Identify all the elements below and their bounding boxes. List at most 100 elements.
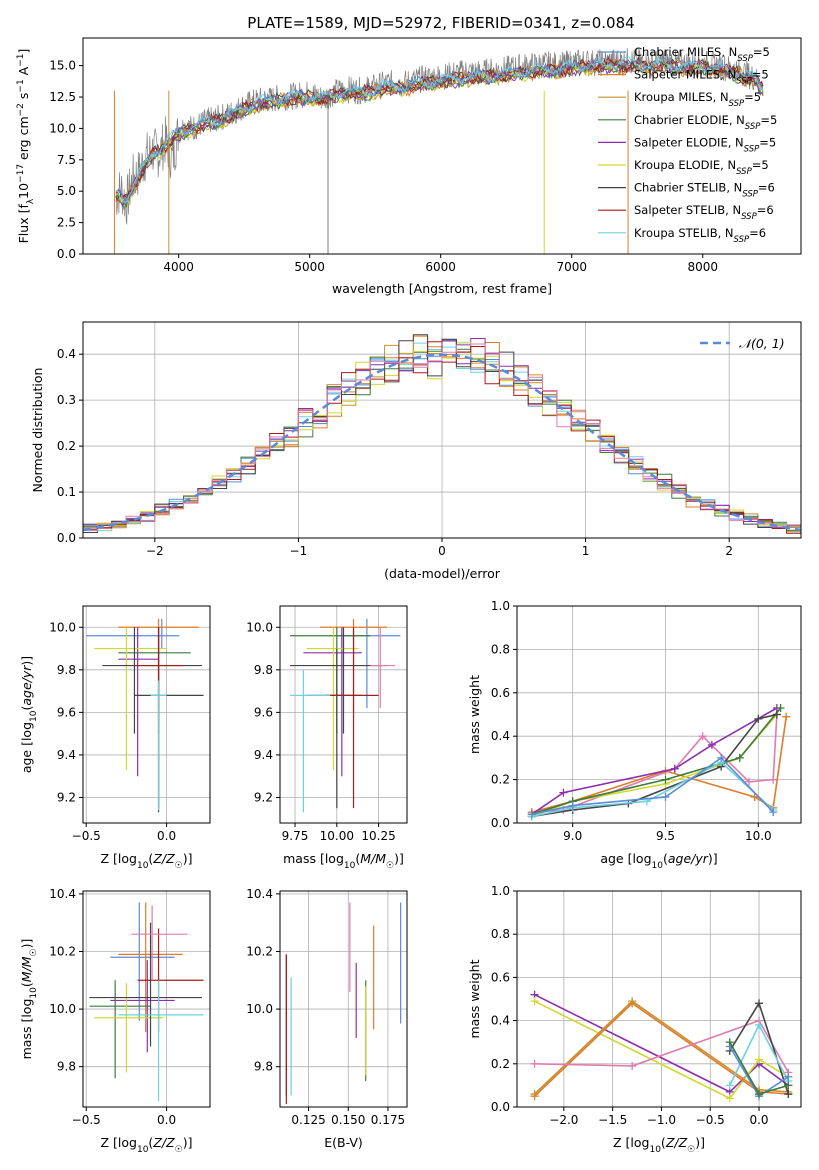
residual-histogram <box>83 343 801 532</box>
chart-mass-weight-vs-Z: −2.0 −1.5 −1.0 −0.5 0.0 0.0 0.2 0.4 0.6 0.8 1.0 Z [… <box>467 884 802 1155</box>
series-marker <box>628 1061 637 1070</box>
y-tick-label: 0.6 <box>491 686 510 700</box>
legend-entry: Kroupa ELODIE, NSSP=5 <box>598 158 769 177</box>
data-point <box>306 627 359 770</box>
series-marker <box>527 810 536 819</box>
legend-label: Chabrier STELIB, NSSP=6 <box>634 181 775 200</box>
axes-frame <box>82 605 211 824</box>
data-point <box>89 922 202 1047</box>
series-marker <box>707 740 716 749</box>
data-point <box>134 627 204 813</box>
y-tick-label: 0.4 <box>491 729 510 743</box>
axes-frame <box>516 605 802 824</box>
data-point <box>325 627 379 809</box>
x-tick-label: 4000 <box>163 260 194 274</box>
x-tick-label: 1 <box>582 544 590 558</box>
series-line <box>527 753 778 819</box>
y-tick-label: 2.5 <box>57 216 76 230</box>
y-tick-label: 10.0 <box>49 1002 76 1016</box>
axes-frame <box>279 890 408 1108</box>
y-tick-label: 10.0 <box>49 620 76 634</box>
series-marker <box>782 712 791 721</box>
model-spectrum <box>115 56 764 204</box>
legend-entry: Salpeter ELODIE, NSSP=5 <box>598 135 776 154</box>
series-line <box>530 997 793 1099</box>
data-point <box>303 627 362 777</box>
gaussian-curve <box>83 353 801 532</box>
x-tick-label: 9.0 <box>563 829 582 843</box>
legend-label: Chabrier ELODIE, NSSP=5 <box>634 113 777 132</box>
y-tick-label: 10.0 <box>246 1002 273 1016</box>
data-point <box>118 627 159 777</box>
y-tick-label: 9.2 <box>57 790 76 804</box>
data-point <box>110 960 175 1053</box>
series-marker <box>530 997 539 1006</box>
y-tick-label: 9.6 <box>254 705 273 719</box>
data-point <box>370 627 396 709</box>
data-point <box>118 980 204 1102</box>
chart-mass-vs-Z: −0.5 0.0 9.8 10.0 10.2 10.4 Z [log10(Z/Z☉)] mas… <box>19 887 211 1155</box>
series-marker <box>755 1055 764 1064</box>
series-marker <box>568 801 577 810</box>
y-tick-label: 9.6 <box>57 705 76 719</box>
series-marker <box>755 1090 764 1099</box>
y-tick-label: 12.5 <box>49 90 76 104</box>
x-tick-label: 10.25 <box>361 829 395 843</box>
x-axis-label: (data-model)/error <box>384 566 501 581</box>
legend-entry: Salpeter STELIB, NSSP=6 <box>598 203 774 222</box>
x-tick-label: 5000 <box>294 260 325 274</box>
legend: Chabrier MILES, NSSP=5 Salpeter MILES, NS… <box>598 45 777 245</box>
model-spectrum <box>115 59 764 208</box>
chart-mass-weight-vs-age: 9.0 9.5 10.0 0.0 0.2 0.4 0.6 0.8 1.0 age [log10(a… <box>467 599 802 871</box>
series-marker <box>784 1081 793 1090</box>
series-marker <box>769 775 778 784</box>
legend-label: Kroupa STELIB, NSSP=6 <box>634 226 766 245</box>
plot-area <box>530 990 793 1103</box>
y-tick-label: 9.8 <box>57 1060 76 1074</box>
legend-label: Salpeter ELODIE, NSSP=5 <box>634 135 776 154</box>
series-marker <box>784 1072 793 1081</box>
data-point <box>118 627 191 734</box>
y-tick-label: 0.2 <box>491 773 510 787</box>
x-tick-label: −2 <box>146 544 164 558</box>
y-axis-label: Flux [fλ10−17 erg cm−2 s−1 A−1] <box>16 49 36 244</box>
series-marker <box>717 753 726 762</box>
series-line <box>527 703 781 819</box>
series-marker <box>745 777 754 786</box>
series-marker <box>784 1090 793 1099</box>
axes-frame <box>516 890 802 1108</box>
y-axis-label: age [log10(age/yr)] <box>19 656 39 773</box>
plot-area <box>86 618 204 813</box>
figure-title: PLATE=1589, MJD=52972, FIBERID=0341, z=0… <box>247 14 634 32</box>
y-tick-label: 9.4 <box>254 748 273 762</box>
x-tick-label: −0.5 <box>696 1113 725 1127</box>
x-tick-label: 8000 <box>687 260 718 274</box>
series-path <box>531 713 778 818</box>
x-tick-label: 9.75 <box>282 829 309 843</box>
x-axis-label: mass [log10(M/M☉)] <box>283 851 404 871</box>
y-tick-label: 0.6 <box>491 970 510 984</box>
series-path <box>534 1002 789 1097</box>
y-tick-label: 0.8 <box>491 927 510 941</box>
y-tick-label: 9.8 <box>254 663 273 677</box>
y-tick-label: 10.2 <box>246 944 273 958</box>
x-tick-label: 0.125 <box>291 1113 325 1127</box>
x-tick-label: −0.5 <box>72 829 101 843</box>
x-tick-label: −2.0 <box>549 1113 578 1127</box>
series-marker <box>725 1094 734 1103</box>
series-marker <box>755 999 764 1008</box>
y-tick-label: 0.3 <box>57 393 76 407</box>
x-tick-label: 0.0 <box>157 829 176 843</box>
series-marker <box>755 1020 764 1029</box>
series-path <box>531 713 778 818</box>
y-tick-label: 0.0 <box>491 816 510 830</box>
data-point <box>89 980 151 1079</box>
x-tick-label: −1.0 <box>647 1113 676 1127</box>
x-tick-label: 10.00 <box>320 829 354 843</box>
axes-frame <box>279 605 408 824</box>
y-tick-label: 0.2 <box>57 439 76 453</box>
y-tick-label: 10.2 <box>49 944 76 958</box>
y-tick-label: 1.0 <box>491 884 510 898</box>
series-marker <box>628 997 637 1006</box>
x-axis-label: age [log10(age/yr)] <box>600 851 717 871</box>
